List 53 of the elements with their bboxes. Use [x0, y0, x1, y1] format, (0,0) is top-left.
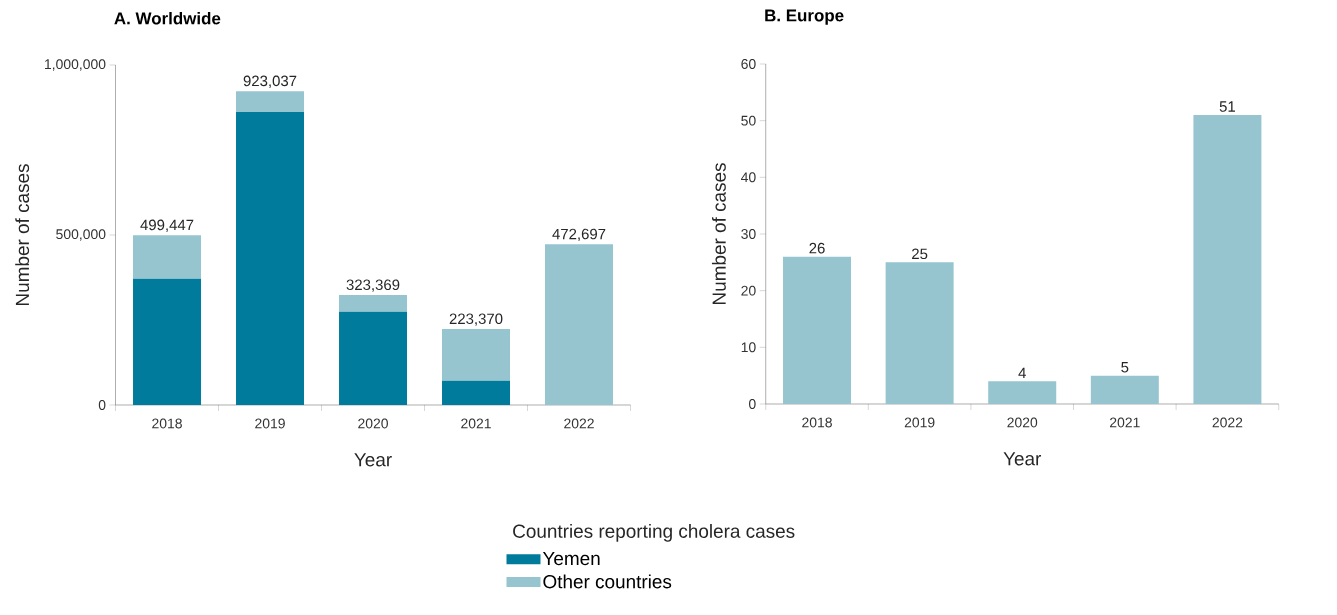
x-tick-label: 2018: [802, 417, 832, 428]
data-label: 25: [912, 248, 928, 260]
x-tick-label: 2022: [1212, 417, 1243, 428]
y-tick-label: 10: [741, 342, 756, 353]
x-axis-title: Year: [354, 453, 392, 467]
chart-title: B. Europe: [765, 9, 844, 25]
legend-label: Yemen: [542, 551, 600, 566]
data-label: 5: [1121, 362, 1129, 373]
data-label: 26: [809, 242, 825, 254]
y-tick-label: 40: [741, 172, 756, 183]
x-axis-title: Year: [1003, 452, 1042, 466]
bar: [1090, 375, 1159, 404]
total-label: 472,697: [552, 228, 606, 242]
x-tick-label: 2021: [461, 418, 491, 429]
bar: [988, 381, 1057, 404]
x-tick-label: 2019: [904, 417, 935, 428]
y-tick-label: 20: [741, 285, 756, 296]
x-tick-label: 2018: [152, 418, 182, 429]
chart-title: A. Worldwide: [114, 12, 221, 25]
x-tick-label: 2020: [1007, 417, 1038, 428]
bar: [133, 278, 202, 405]
bar: [545, 244, 614, 405]
x-tick-label: 2022: [564, 418, 594, 429]
bar: [339, 311, 408, 405]
y-tick-label: 0: [748, 399, 756, 409]
data-label: 51: [1219, 101, 1235, 112]
y-tick-label: 60: [741, 59, 756, 69]
y-axis-title: Number of cases: [711, 163, 726, 304]
total-label: 223,370: [449, 313, 503, 326]
total-label: 323,369: [346, 279, 400, 292]
y-tick-label: 30: [741, 229, 756, 239]
legend-label: Other countries: [543, 574, 672, 589]
x-tick-label: 2021: [1110, 417, 1140, 428]
y-tick-label: 500,000: [56, 229, 106, 241]
y-axis-title: Number of cases: [15, 164, 30, 305]
bar: [442, 329, 511, 381]
x-tick-label: 2019: [255, 418, 285, 429]
bar: [133, 235, 202, 279]
bar: [339, 295, 408, 312]
legend-title: Countries reporting cholera cases: [513, 524, 795, 542]
bar: [236, 111, 305, 405]
bar: [442, 380, 511, 405]
y-tick-label: 1,000,000: [45, 59, 106, 71]
bar: [783, 256, 852, 404]
data-label: 4: [1018, 367, 1026, 379]
bar: [1193, 114, 1262, 404]
total-label: 923,037: [243, 75, 297, 88]
bar: [885, 262, 954, 404]
total-label: 499,447: [140, 219, 194, 232]
x-tick-label: 2020: [358, 418, 388, 429]
y-tick-label: 0: [98, 400, 106, 410]
y-tick-label: 50: [741, 115, 756, 126]
bar: [236, 91, 305, 112]
